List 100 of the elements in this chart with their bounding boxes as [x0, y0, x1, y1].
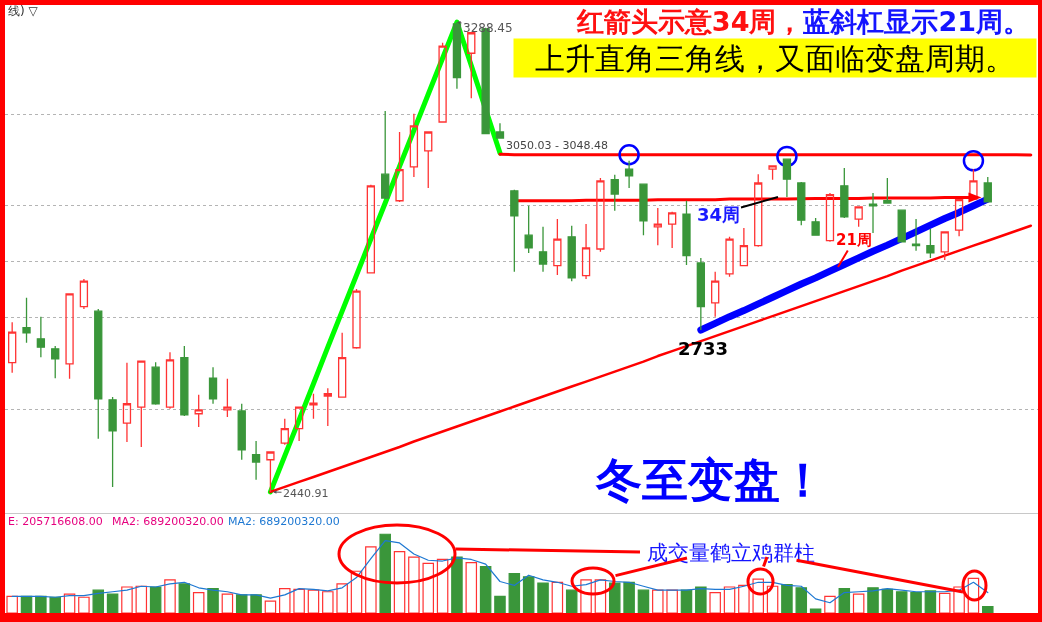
text: MA2: 689200320.00	[112, 515, 224, 528]
candlestick	[251, 440, 261, 481]
candlestick	[108, 396, 117, 488]
candlestick	[122, 362, 132, 443]
candlestick	[926, 228, 935, 259]
bar	[537, 582, 549, 613]
bar	[250, 594, 262, 613]
candlestick	[495, 122, 505, 139]
candlestick	[94, 308, 103, 440]
candlestick	[151, 361, 160, 406]
candlestick	[366, 184, 376, 274]
bar	[637, 589, 650, 613]
candlestick	[36, 316, 46, 358]
bar	[680, 589, 693, 613]
candlestick	[208, 366, 218, 405]
candlestick	[294, 406, 304, 442]
annotation: 3050.03 - 3048.48	[506, 139, 608, 152]
candlestick	[337, 332, 347, 398]
bar	[479, 565, 492, 613]
candlestick	[280, 418, 289, 446]
candlestick	[825, 192, 835, 243]
candlestick	[165, 351, 175, 410]
candlestick	[653, 207, 662, 246]
annotation: 2733	[678, 338, 729, 359]
bar	[92, 589, 105, 613]
candlestick	[682, 200, 691, 266]
candlestick	[79, 278, 89, 310]
candlestick	[309, 393, 318, 420]
candlestick	[581, 223, 591, 280]
bar	[838, 587, 851, 613]
bar	[895, 591, 908, 613]
annotation: 2440.91	[283, 487, 329, 500]
candlestick	[137, 360, 146, 448]
candlestick	[467, 32, 476, 99]
candlestick	[180, 345, 189, 417]
bar	[809, 608, 822, 613]
bar	[106, 593, 119, 613]
candlestick	[768, 165, 777, 181]
candlestick	[438, 42, 447, 123]
bar	[235, 594, 248, 613]
candlestick	[22, 297, 31, 344]
bar	[35, 595, 47, 613]
candlestick	[868, 192, 878, 234]
candlestick	[954, 199, 964, 237]
candlestick	[840, 167, 849, 219]
annotation: 3288.45	[463, 21, 513, 35]
bar	[508, 573, 521, 613]
candlestick	[567, 225, 576, 282]
bar	[910, 591, 922, 613]
chart-title: 红箭头示意34周，蓝斜杠显示21周。	[575, 6, 1030, 38]
candlestick	[711, 271, 720, 318]
candlestick	[667, 211, 677, 249]
candlestick	[352, 288, 361, 350]
candlestick	[51, 345, 60, 379]
candlestick	[538, 226, 548, 273]
candlestick	[639, 183, 648, 236]
candlestick	[911, 218, 921, 252]
bar	[867, 587, 879, 613]
bar	[207, 587, 219, 613]
annotation: 冬至变盘！	[595, 453, 826, 507]
candlestick	[409, 113, 419, 178]
bar	[982, 606, 994, 613]
annotation: 21周	[836, 231, 872, 249]
bar	[881, 588, 894, 613]
candlestick	[381, 110, 390, 200]
bar	[623, 581, 635, 613]
bar	[565, 589, 578, 613]
bar	[20, 595, 33, 613]
candlestick	[754, 173, 763, 248]
candlestick	[596, 177, 605, 253]
point	[618, 143, 640, 166]
bar	[49, 596, 61, 613]
candlestick	[524, 205, 533, 254]
text: MA2: 689200320.00	[228, 515, 340, 528]
candlestick	[395, 131, 404, 203]
bar	[924, 590, 937, 613]
bar	[781, 584, 793, 613]
bar	[149, 586, 162, 613]
candlestick	[725, 236, 734, 278]
bar	[608, 582, 621, 613]
candlestick	[223, 378, 232, 418]
candlestick	[797, 181, 806, 226]
candlestick	[696, 257, 706, 331]
candlestick	[940, 231, 949, 261]
annotation: 34周	[697, 204, 741, 225]
candlestick	[624, 160, 634, 189]
candlestick	[194, 394, 203, 428]
candlestick	[237, 403, 246, 461]
bar	[522, 576, 535, 613]
bar	[795, 587, 808, 613]
candlestick	[610, 174, 619, 212]
annotation: 线) ▽	[8, 4, 39, 18]
candlestick	[323, 387, 332, 427]
point	[962, 150, 985, 172]
candlestick	[510, 189, 519, 273]
candlestick	[883, 177, 892, 204]
bar	[451, 556, 463, 613]
candlestick	[739, 227, 749, 267]
text: 上升直角三角线，又面临变盘周期。	[535, 40, 1015, 76]
bar	[494, 595, 506, 613]
